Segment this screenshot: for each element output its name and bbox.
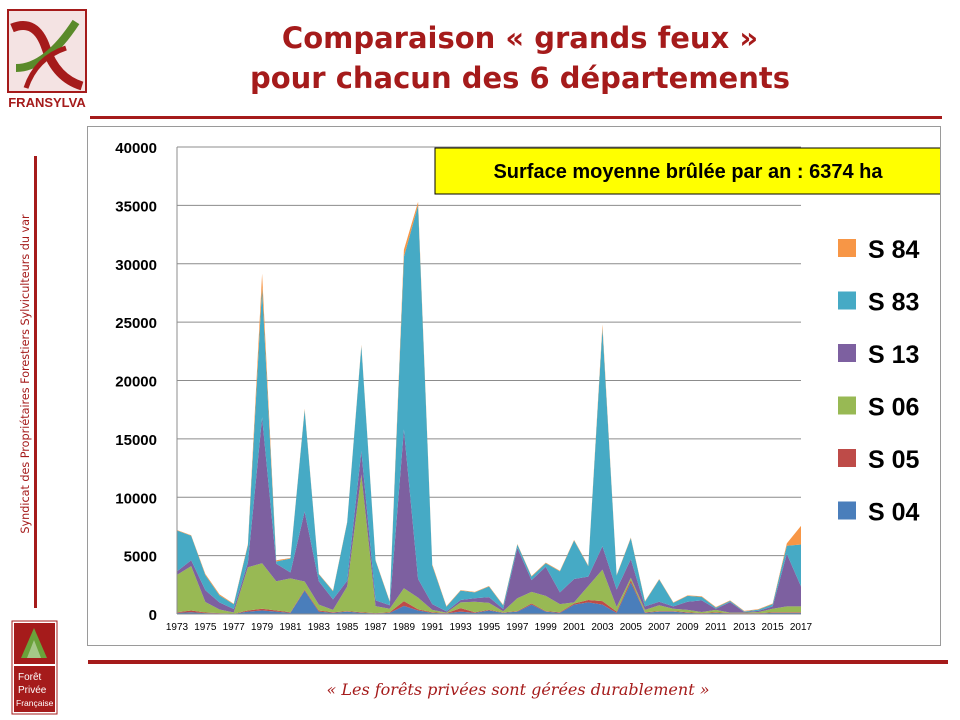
x-tick-label: 2011 (705, 622, 727, 633)
area-series-s13 (177, 417, 801, 613)
y-tick-label: 10000 (115, 490, 157, 507)
series-areas (177, 201, 801, 614)
x-tick-label: 1977 (223, 622, 246, 633)
x-tick-label: 1975 (194, 622, 217, 633)
x-tick-label: 1991 (421, 622, 444, 633)
y-tick-label: 20000 (115, 374, 157, 391)
x-tick-label: 1997 (506, 622, 529, 633)
x-tick-label: 1987 (364, 622, 387, 633)
chart-frame: 0 5000 10000 15000 20000 25000 30000 35000 40000… (87, 126, 941, 646)
fransylva-logo-text: FRANSYLVA (8, 95, 86, 110)
x-tick-label: 2001 (563, 622, 586, 633)
top-divider (90, 116, 942, 119)
slide-title: Comparaison « grands feux » pour chacun … (120, 18, 920, 98)
axes: 0 5000 10000 15000 20000 25000 30000 35000 40000… (115, 140, 812, 633)
area-series-s04 (177, 582, 801, 614)
legend-label: S 06 (868, 394, 919, 422)
legend-label: S 04 (868, 499, 920, 527)
y-tick-label: 5000 (124, 549, 157, 566)
legend-label: S 84 (868, 236, 920, 264)
legend-swatch (838, 396, 856, 415)
legend-swatch (838, 344, 856, 362)
annotation: Surface moyenne brûlée par an : 6374 ha (434, 147, 940, 195)
legend-label: S 13 (868, 341, 919, 369)
slide-title-line1: Comparaison « grands feux » (281, 21, 759, 55)
legend: S 84 S 83 S 13 S 06 S 05 S 04 (838, 236, 920, 527)
legend-label: S 83 (868, 289, 919, 317)
x-tick-label: 1983 (308, 622, 331, 633)
x-tick-label: 1995 (478, 622, 501, 633)
grid-lines (177, 146, 801, 557)
side-organization-text: Syndicat des Propriétaires Forestiers Sy… (19, 214, 32, 534)
legend-swatch (838, 291, 856, 310)
x-tick-label: 1985 (336, 622, 359, 633)
x-tick-label: 1989 (393, 622, 416, 633)
slide-title-line2: pour chacun des 6 départements (249, 61, 790, 95)
legend-swatch (838, 239, 856, 257)
x-tick-label: 2005 (620, 622, 643, 633)
x-tick-label: 2003 (591, 622, 614, 633)
footer-slogan: « Les forêts privées sont gérées durable… (326, 680, 710, 699)
annotation-text: Surface moyenne brûlée par an : 6374 ha (493, 161, 883, 183)
legend-swatch (838, 449, 856, 467)
x-tick-label: 1973 (166, 622, 189, 633)
y-tick-label: 0 (149, 607, 157, 624)
y-tick-label: 35000 (115, 198, 157, 215)
logo-bottom-line2: Privée (18, 685, 47, 696)
x-tick-label: 1979 (251, 622, 274, 633)
bottom-divider (88, 660, 948, 664)
x-tick-label: 1999 (535, 622, 558, 633)
side-divider (34, 156, 37, 608)
x-tick-label: 2015 (762, 622, 785, 633)
x-tick-label: 1993 (450, 622, 473, 633)
x-tick-label: 2009 (676, 622, 699, 633)
x-tick-label: 2007 (648, 622, 671, 633)
y-tick-label: 30000 (115, 257, 157, 274)
legend-label: S 05 (868, 446, 920, 474)
area-series-s06 (177, 474, 801, 614)
y-tick-label: 15000 (115, 432, 157, 449)
logo-bottom-line3: Française (16, 698, 54, 708)
legend-swatch (838, 501, 856, 520)
foret-privee-francaise-logo: Forêt Privée Française (11, 620, 58, 715)
x-tick-label: 2013 (733, 622, 756, 633)
x-tick-label: 1981 (279, 622, 302, 633)
logo-bottom-line1: Forêt (18, 672, 42, 683)
y-tick-label: 25000 (115, 315, 157, 332)
stacked-area-chart: 0 5000 10000 15000 20000 25000 30000 35000 40000… (115, 140, 940, 633)
annotation-box (434, 147, 940, 195)
x-tick-label: 2017 (790, 622, 813, 633)
fransylva-logo: FRANSYLVA (7, 9, 87, 110)
y-tick-label: 40000 (115, 140, 157, 157)
